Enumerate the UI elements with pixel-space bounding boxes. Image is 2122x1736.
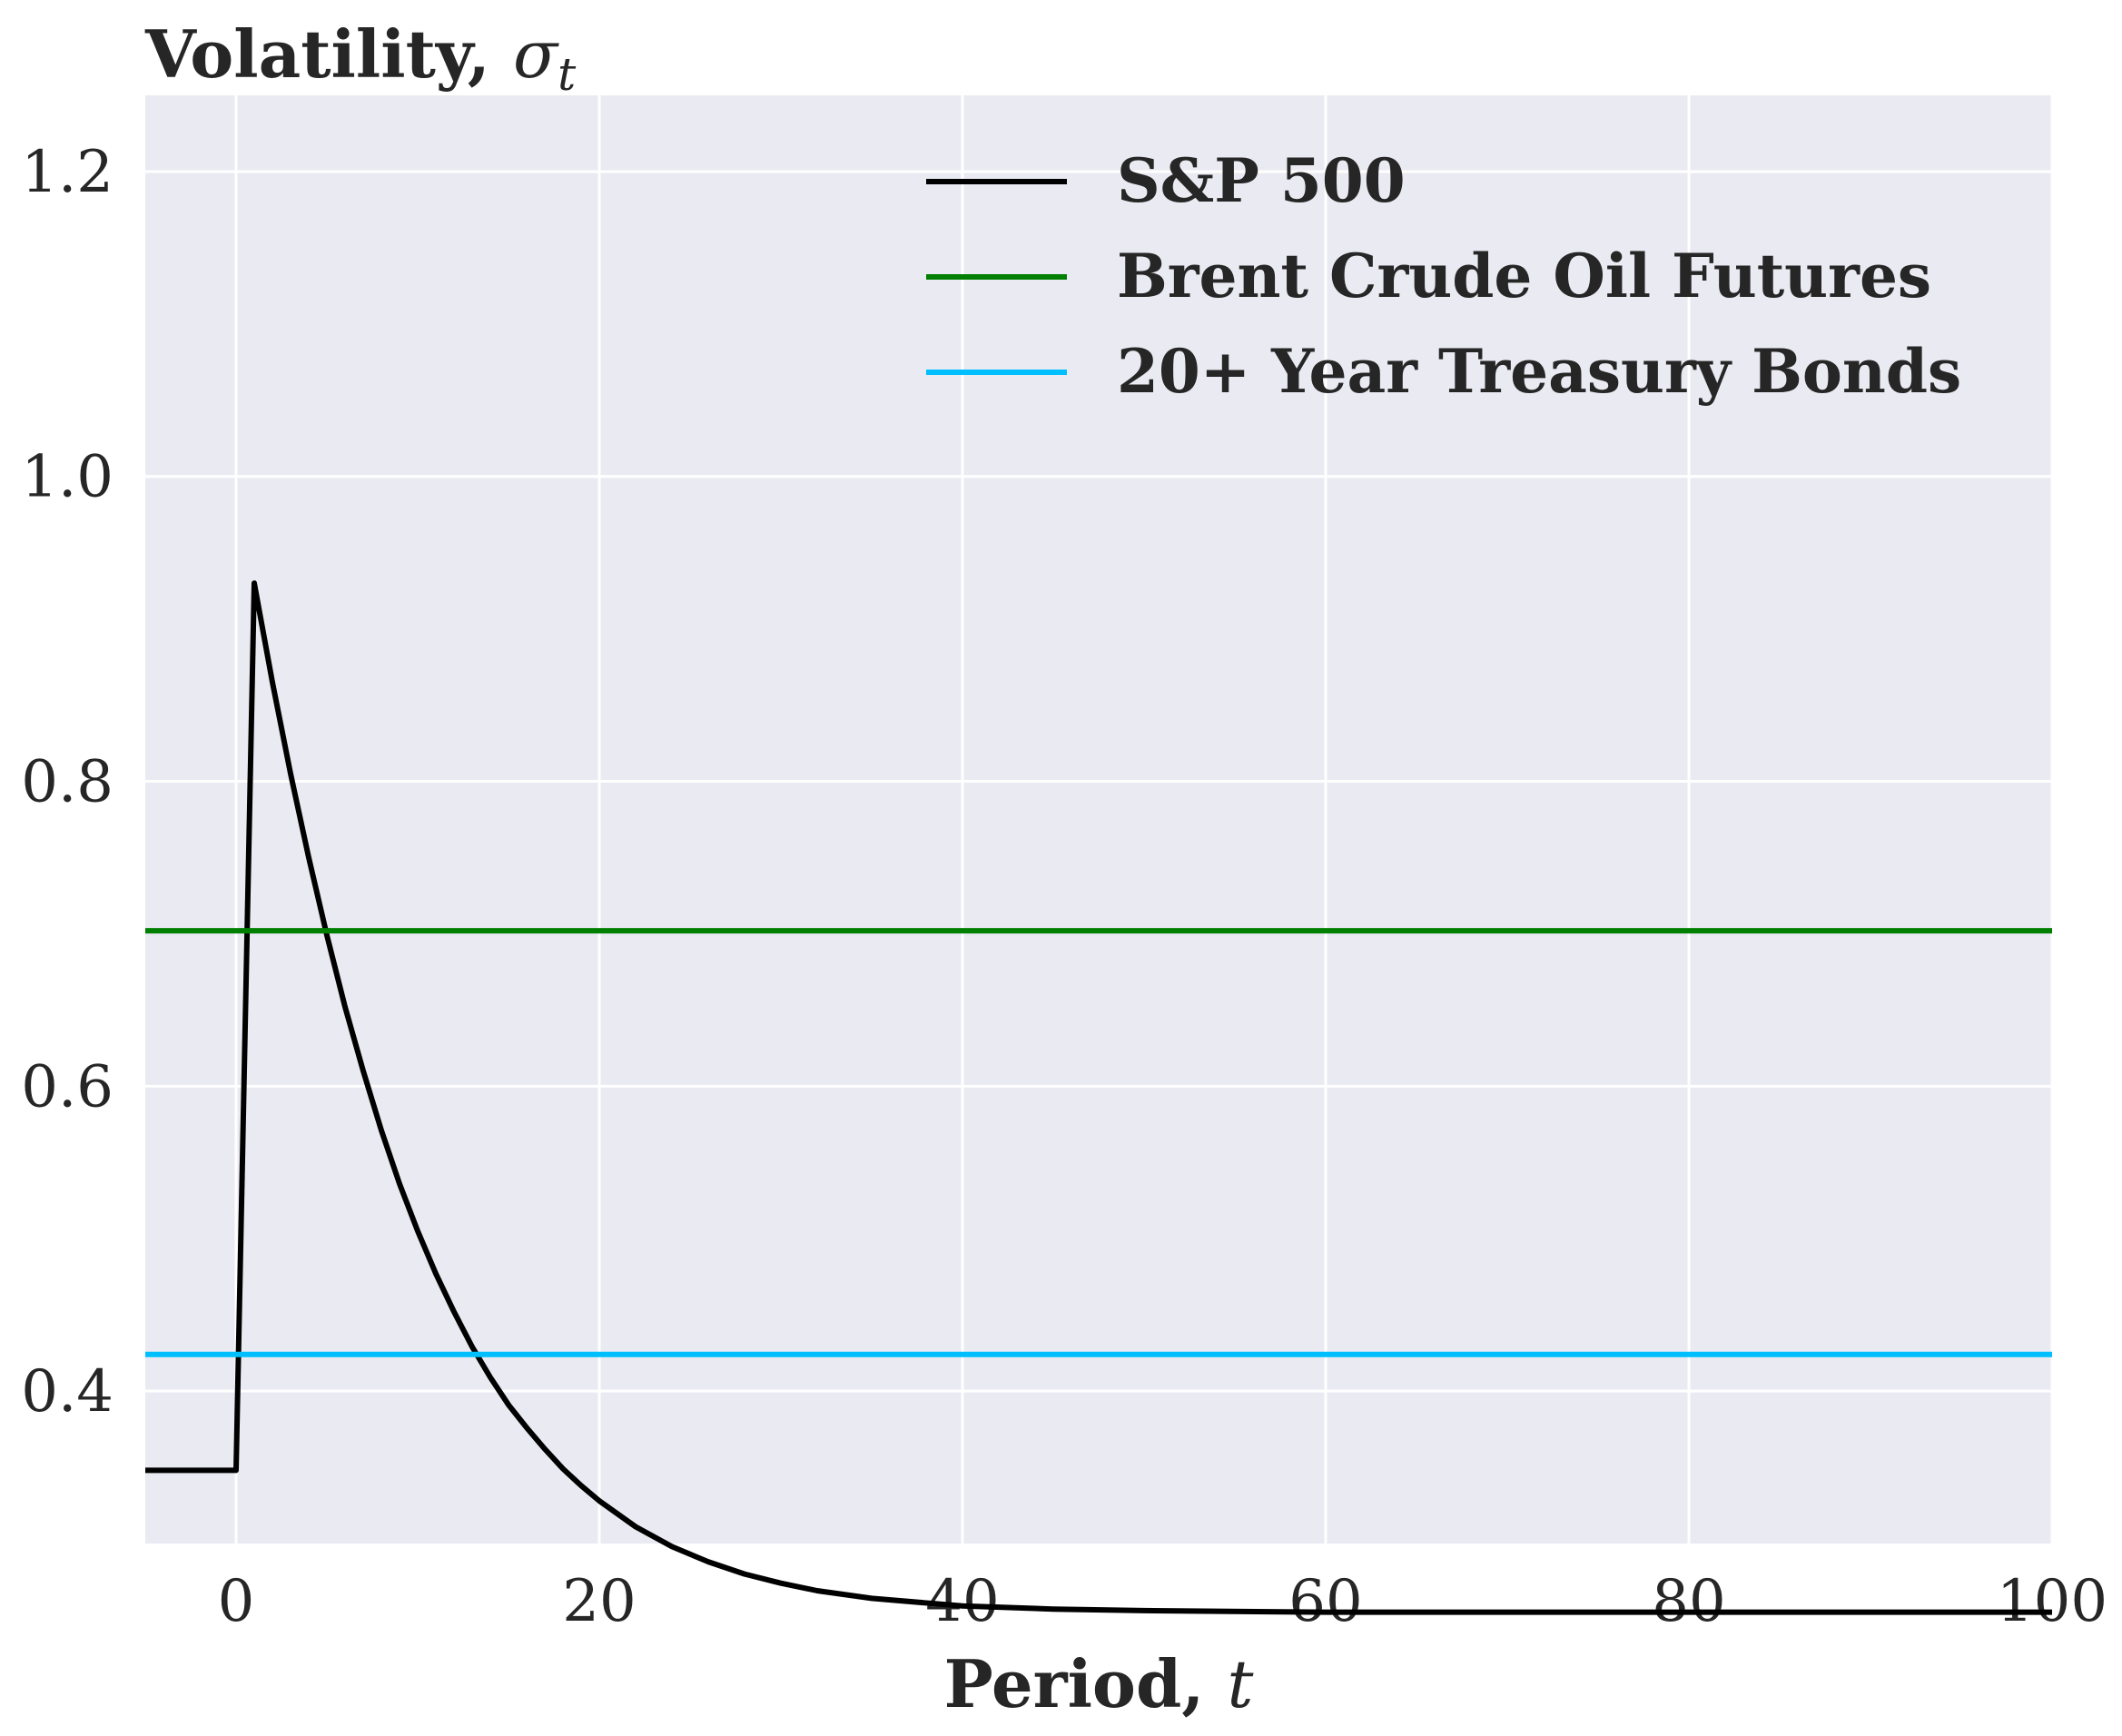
y-axis-title: Volatility, σt bbox=[144, 15, 577, 101]
legend-label: Brent Crude Oil Futures bbox=[1117, 241, 1931, 311]
grid-lines bbox=[145, 95, 2054, 1544]
y-tick-labels: 0.4 0.6 0.8 1.0 1.2 bbox=[21, 139, 114, 1425]
legend-label: 20+ Year Treasury Bonds bbox=[1117, 336, 1961, 407]
x-tick-label: 80 bbox=[1652, 1568, 1725, 1635]
plot-background bbox=[145, 95, 2052, 1544]
y-tick-label: 0.6 bbox=[21, 1053, 114, 1120]
x-tick-label: 100 bbox=[1997, 1568, 2107, 1635]
x-axis-title: Period, t bbox=[944, 1645, 1255, 1722]
y-tick-label: 0.4 bbox=[21, 1358, 114, 1425]
x-tick-labels: 0 20 40 60 80 100 bbox=[218, 1568, 2107, 1635]
y-tick-label: 1.2 bbox=[21, 139, 114, 206]
legend: S&P 500 Brent Crude Oil Futures 20+ Year T… bbox=[926, 145, 1961, 407]
y-tick-label: 0.8 bbox=[21, 749, 114, 816]
legend-label: S&P 500 bbox=[1117, 145, 1406, 216]
x-tick-label: 0 bbox=[218, 1568, 255, 1635]
x-tick-label: 60 bbox=[1288, 1568, 1362, 1635]
y-tick-label: 1.0 bbox=[21, 444, 114, 511]
series-lines bbox=[145, 580, 2052, 1615]
series-line-s-p-500 bbox=[145, 580, 2052, 1615]
x-tick-label: 20 bbox=[562, 1568, 636, 1635]
